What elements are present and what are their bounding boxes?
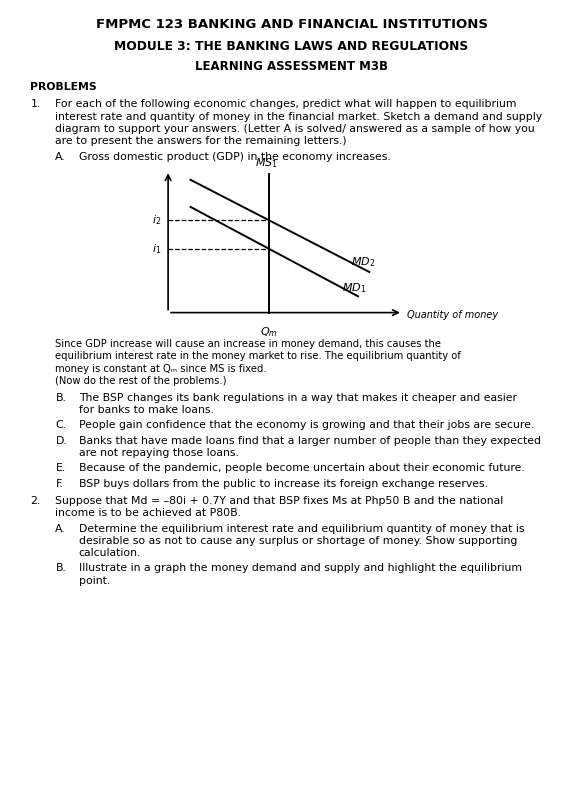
Text: B.: B. — [55, 392, 66, 403]
Text: LEARNING ASSESSMENT M3B: LEARNING ASSESSMENT M3B — [195, 60, 388, 72]
Text: $MD_2$: $MD_2$ — [352, 255, 375, 269]
Text: BSP buys dollars from the public to increase its foreign exchange reserves.: BSP buys dollars from the public to incr… — [79, 478, 488, 489]
Text: B.: B. — [55, 563, 66, 574]
Text: A.: A. — [55, 152, 66, 162]
Text: desirable so as not to cause any surplus or shortage of money. Show supporting: desirable so as not to cause any surplus… — [79, 536, 517, 546]
Text: People gain confidence that the economy is growing and that their jobs are secur: People gain confidence that the economy … — [79, 420, 534, 430]
Text: for banks to make loans.: for banks to make loans. — [79, 405, 213, 415]
Text: For each of the following economic changes, predict what will happen to equilibr: For each of the following economic chang… — [55, 99, 517, 110]
Text: point.: point. — [79, 576, 110, 585]
Text: (Now do the rest of the problems.): (Now do the rest of the problems.) — [55, 376, 227, 386]
Text: are to present the answers for the remaining letters.): are to present the answers for the remai… — [55, 136, 347, 146]
Text: income is to be achieved at P80B.: income is to be achieved at P80B. — [55, 508, 241, 519]
Text: $Q_m$: $Q_m$ — [260, 325, 278, 339]
Text: The BSP changes its bank regulations in a way that makes it cheaper and easier: The BSP changes its bank regulations in … — [79, 392, 517, 403]
Text: Because of the pandemic, people become uncertain about their economic future.: Because of the pandemic, people become u… — [79, 463, 525, 474]
Text: diagram to support your answers. (Letter A is solved/ answered as a sample of ho: diagram to support your answers. (Letter… — [55, 124, 535, 134]
Text: calculation.: calculation. — [79, 548, 141, 558]
Text: are not repaying those loans.: are not repaying those loans. — [79, 448, 238, 458]
Text: Illustrate in a graph the money demand and supply and highlight the equilibrium: Illustrate in a graph the money demand a… — [79, 563, 522, 574]
Text: 1.: 1. — [30, 99, 41, 110]
Text: C.: C. — [55, 420, 66, 430]
Text: A.: A. — [55, 523, 66, 533]
Text: Banks that have made loans find that a larger number of people than they expecte: Banks that have made loans find that a l… — [79, 436, 540, 446]
Text: $i_1$: $i_1$ — [152, 242, 161, 255]
Text: money is constant at Qₘ since MS is fixed.: money is constant at Qₘ since MS is fixe… — [55, 363, 267, 374]
Text: Suppose that Md = –80i + 0.7Y and that BSP fixes Ms at Php50 B and the national: Suppose that Md = –80i + 0.7Y and that B… — [55, 496, 504, 506]
Text: interest rate and quantity of money in the financial market. Sketch a demand and: interest rate and quantity of money in t… — [55, 112, 543, 121]
Text: Determine the equilibrium interest rate and equilibrium quantity of money that i: Determine the equilibrium interest rate … — [79, 523, 524, 533]
Text: equilibrium interest rate in the money market to rise. The equilibrium quantity : equilibrium interest rate in the money m… — [55, 351, 461, 362]
Text: F.: F. — [55, 478, 64, 489]
Text: $MD_1$: $MD_1$ — [342, 281, 367, 296]
Text: MODULE 3: THE BANKING LAWS AND REGULATIONS: MODULE 3: THE BANKING LAWS AND REGULATIO… — [114, 40, 469, 53]
Text: Quantity of money: Quantity of money — [407, 310, 498, 320]
Text: $i_2$: $i_2$ — [152, 214, 161, 227]
Text: Since GDP increase will cause an increase in money demand, this causes the: Since GDP increase will cause an increas… — [55, 339, 441, 349]
Text: D.: D. — [55, 436, 67, 446]
Text: $MS_1$: $MS_1$ — [255, 157, 278, 170]
Text: PROBLEMS: PROBLEMS — [30, 82, 97, 92]
Text: Gross domestic product (GDP) in the economy increases.: Gross domestic product (GDP) in the econ… — [79, 152, 391, 162]
Text: FMPMC 123 BANKING AND FINANCIAL INSTITUTIONS: FMPMC 123 BANKING AND FINANCIAL INSTITUT… — [96, 18, 487, 31]
Text: E.: E. — [55, 463, 66, 474]
Text: 2.: 2. — [30, 496, 41, 506]
